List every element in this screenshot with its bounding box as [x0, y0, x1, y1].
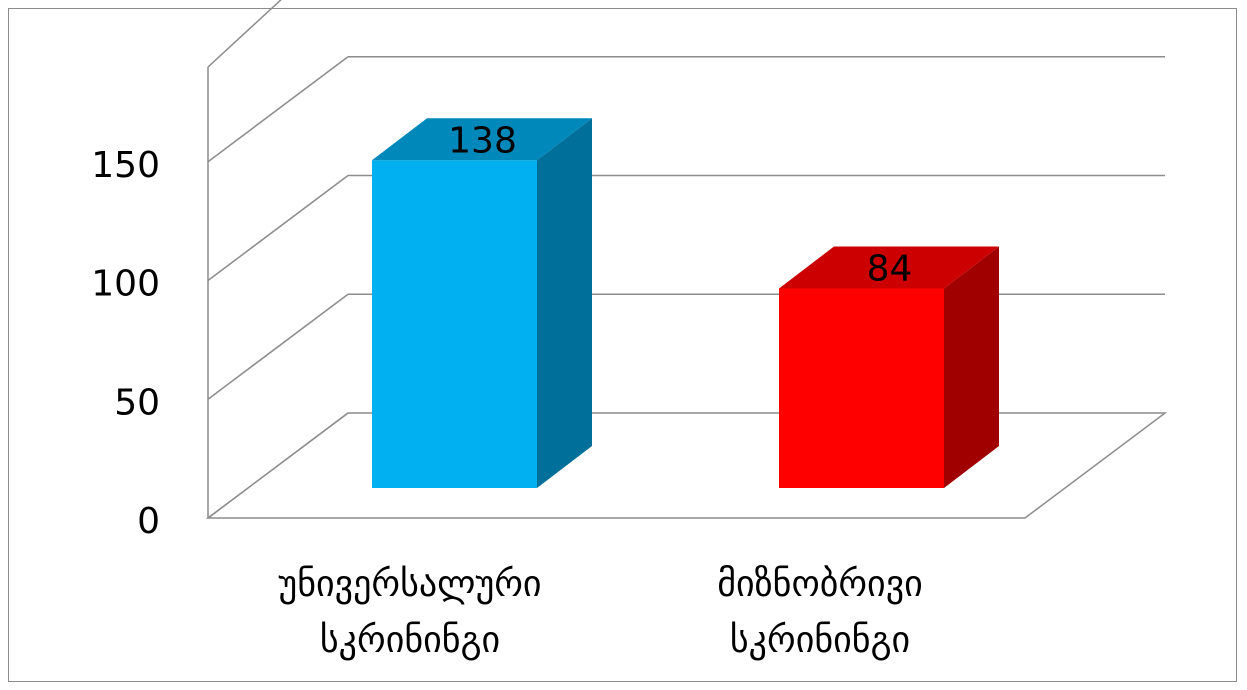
- bar-front: [372, 160, 537, 488]
- bar-side: [537, 118, 592, 488]
- bar-top: [779, 246, 999, 289]
- chart-frame: [8, 8, 1237, 682]
- gridline-diagonal: [207, 56, 349, 163]
- y-tick-label: 50: [114, 382, 160, 423]
- bar-top: [372, 118, 592, 161]
- bar-front: [779, 288, 944, 488]
- category-label: სკრინინგი: [730, 620, 910, 661]
- category-label: მიზნობრივი: [717, 564, 923, 605]
- gridlines: [207, 0, 1165, 519]
- chart-walls: [205, 67, 1168, 519]
- y-tick-label: 150: [91, 145, 160, 186]
- category-label: სკრინინგი: [320, 620, 500, 661]
- data-label: 84: [867, 249, 913, 290]
- gridline-diagonal: [207, 293, 349, 400]
- category-labels: უნივერსალური სკრინინგი მიზნობრივი სკრინინგი: [278, 564, 922, 661]
- gridline-diagonal: [207, 174, 349, 282]
- bars: [372, 118, 999, 488]
- data-label: 138: [448, 120, 517, 161]
- chart-floor: [205, 412, 1168, 519]
- bar-2: [779, 246, 999, 488]
- data-labels: 138 84: [448, 120, 912, 289]
- category-label: უნივერსალური: [278, 564, 541, 605]
- gridline-diagonal: [207, 0, 282, 68]
- bar-side: [944, 246, 999, 488]
- y-tick-label: 0: [137, 501, 160, 542]
- gridline-diagonal: [207, 412, 349, 519]
- bar-1: [372, 118, 592, 488]
- y-axis-tick-labels: 0 50 100 150: [91, 145, 160, 542]
- y-tick-label: 100: [91, 264, 160, 305]
